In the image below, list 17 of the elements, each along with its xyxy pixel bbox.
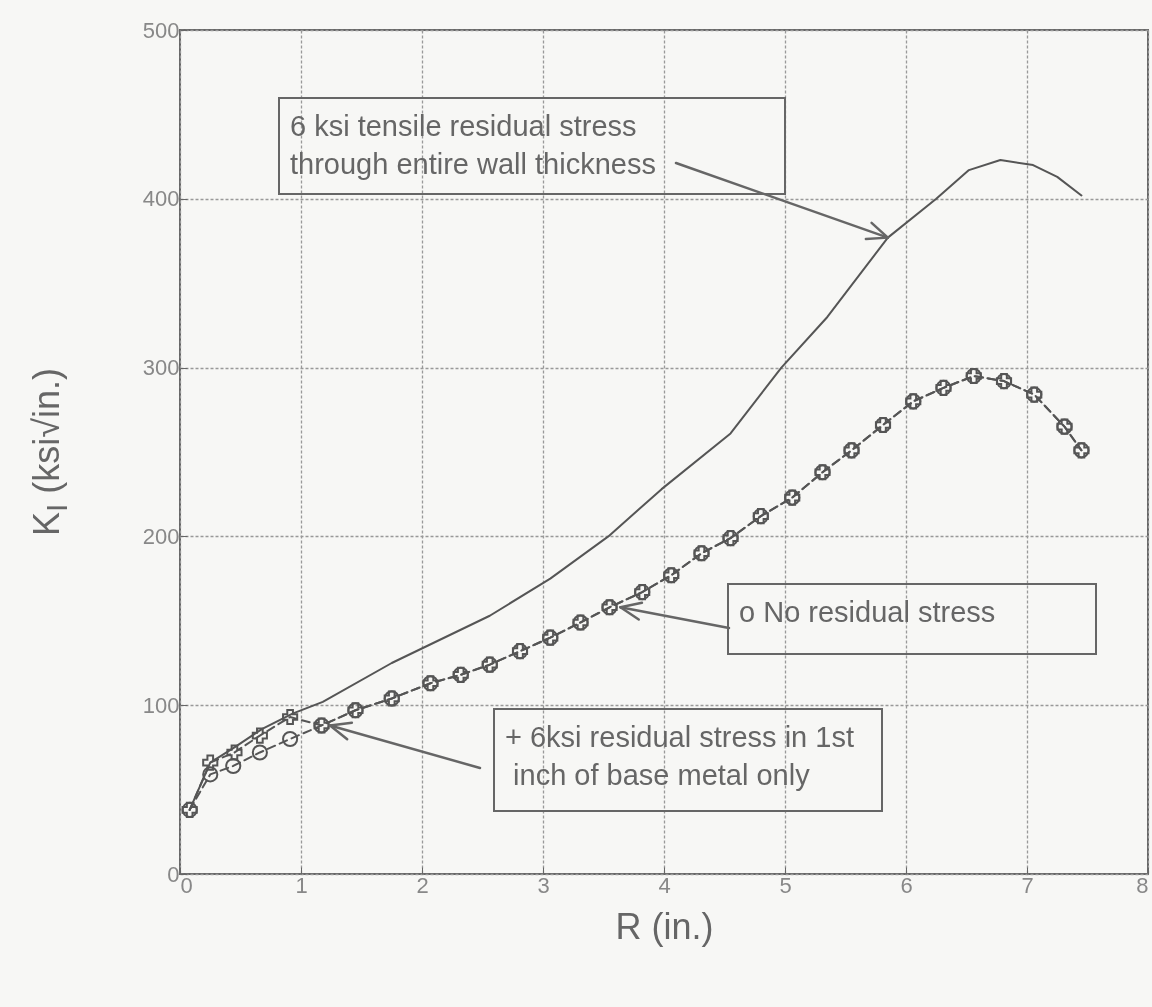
x-tick-label: 6 — [900, 872, 913, 898]
x-axis-title: R (in.) — [615, 905, 714, 947]
y-tick-label: 100 — [142, 692, 180, 718]
x-tick-label: 2 — [416, 872, 429, 898]
annotation: o No residual stress — [727, 583, 1097, 655]
x-tick-label: 3 — [537, 872, 550, 898]
annotation: + 6ksi residual stress in 1st inch of base metal only — [493, 708, 883, 812]
y-tick-label: 500 — [142, 17, 180, 43]
x-tick-label: 8 — [1136, 872, 1149, 898]
x-tick-label: 1 — [295, 872, 308, 898]
y-tick-label: 300 — [142, 355, 180, 381]
x-tick-label: 4 — [658, 872, 671, 898]
y-tick-label: 200 — [142, 523, 180, 549]
x-tick-label: 7 — [1021, 872, 1034, 898]
y-tick-label: 400 — [142, 186, 180, 212]
annotation: 6 ksi tensile residual stress through entire wall thickness — [278, 97, 786, 195]
x-tick-label: 5 — [779, 872, 792, 898]
